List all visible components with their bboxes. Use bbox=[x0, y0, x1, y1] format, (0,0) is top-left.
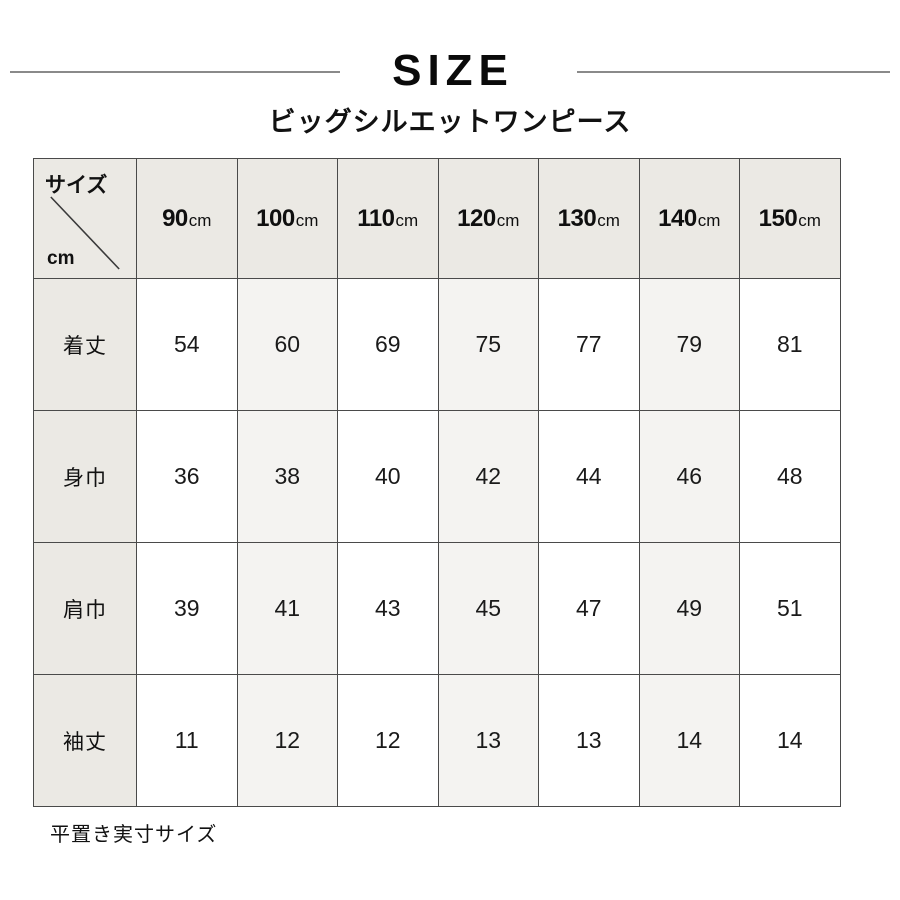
column-header-unit: cm bbox=[395, 210, 419, 230]
cell-katahaba-100: 41 bbox=[236, 542, 338, 675]
corner-size-label: サイズ bbox=[45, 174, 108, 197]
cell-katahaba-140: 49 bbox=[638, 542, 740, 675]
cell-katahaba-90: 39 bbox=[136, 542, 238, 675]
cell-kitake-110: 69 bbox=[337, 278, 439, 411]
column-header-130: 130cm bbox=[538, 158, 640, 279]
table-row: 着丈 54 60 69 75 77 79 81 bbox=[33, 278, 841, 411]
row-label-sodetake: 袖丈 bbox=[33, 674, 137, 807]
cell-kitake-150: 81 bbox=[739, 278, 841, 411]
column-header-120: 120cm bbox=[437, 158, 539, 279]
corner-unit-label: cm bbox=[47, 248, 75, 269]
page-subtitle: ビッグシルエットワンピース bbox=[268, 107, 632, 137]
column-header-150: 150cm bbox=[739, 158, 841, 279]
cell-mihaba-100: 38 bbox=[236, 410, 338, 543]
cell-katahaba-150: 51 bbox=[739, 542, 841, 675]
cell-sodetake-120: 13 bbox=[437, 674, 539, 807]
cell-kitake-130: 77 bbox=[538, 278, 640, 411]
size-table: サイズ cm 90cm 100cm 110cm 120cm bbox=[33, 158, 841, 807]
cell-mihaba-130: 44 bbox=[538, 410, 640, 543]
row-label-katahaba: 肩巾 bbox=[33, 542, 137, 675]
cell-mihaba-110: 40 bbox=[337, 410, 439, 543]
column-header-number: 100 bbox=[256, 204, 295, 232]
column-header-unit: cm bbox=[188, 210, 212, 230]
cell-kitake-100: 60 bbox=[236, 278, 338, 411]
column-header-number: 130 bbox=[557, 204, 597, 232]
column-header-unit: cm bbox=[697, 210, 721, 230]
table-row: 身巾 36 38 40 42 44 46 48 bbox=[33, 410, 841, 543]
column-header-number: 90 bbox=[162, 204, 188, 232]
cell-sodetake-150: 14 bbox=[739, 674, 841, 807]
page-title: SIZE bbox=[392, 46, 514, 95]
column-header-140: 140cm bbox=[638, 158, 740, 279]
title-block: SIZE bbox=[0, 44, 900, 100]
row-label-mihaba: 身巾 bbox=[33, 410, 137, 543]
column-header-unit: cm bbox=[798, 210, 821, 230]
column-header-number: 150 bbox=[758, 204, 798, 232]
table-row: 袖丈 11 12 12 13 13 14 14 bbox=[33, 674, 841, 807]
column-header-number: 140 bbox=[658, 204, 697, 232]
cell-sodetake-110: 12 bbox=[337, 674, 439, 807]
decorative-rule-left bbox=[10, 71, 340, 73]
column-header-110: 110cm bbox=[337, 158, 439, 279]
cell-kitake-120: 75 bbox=[437, 278, 539, 411]
column-header-number: 110 bbox=[357, 204, 395, 232]
table-header-row: サイズ cm 90cm 100cm 110cm 120cm bbox=[33, 158, 841, 279]
row-label-kitake: 着丈 bbox=[33, 278, 137, 411]
cell-katahaba-110: 43 bbox=[337, 542, 439, 675]
cell-sodetake-130: 13 bbox=[538, 674, 640, 807]
cell-mihaba-120: 42 bbox=[437, 410, 539, 543]
size-table-wrapper: サイズ cm 90cm 100cm 110cm 120cm bbox=[33, 158, 841, 807]
column-header-unit: cm bbox=[295, 210, 319, 230]
diagonal-divider-icon bbox=[50, 196, 120, 270]
cell-sodetake-100: 12 bbox=[236, 674, 338, 807]
decorative-rule-right bbox=[577, 71, 890, 73]
column-header-100: 100cm bbox=[236, 158, 338, 279]
table-row: 肩巾 39 41 43 45 47 49 51 bbox=[33, 542, 841, 675]
cell-mihaba-150: 48 bbox=[739, 410, 841, 543]
corner-cell: サイズ cm bbox=[33, 158, 137, 279]
column-header-number: 120 bbox=[457, 204, 496, 232]
cell-mihaba-90: 36 bbox=[136, 410, 238, 543]
cell-sodetake-90: 11 bbox=[136, 674, 238, 807]
footnote: 平置き実寸サイズ bbox=[50, 824, 218, 846]
cell-mihaba-140: 46 bbox=[638, 410, 740, 543]
column-header-unit: cm bbox=[597, 210, 620, 230]
cell-sodetake-140: 14 bbox=[638, 674, 740, 807]
column-header-90: 90cm bbox=[136, 158, 238, 279]
cell-kitake-140: 79 bbox=[638, 278, 740, 411]
cell-katahaba-120: 45 bbox=[437, 542, 539, 675]
column-header-unit: cm bbox=[496, 210, 520, 230]
cell-katahaba-130: 47 bbox=[538, 542, 640, 675]
cell-kitake-90: 54 bbox=[136, 278, 238, 411]
